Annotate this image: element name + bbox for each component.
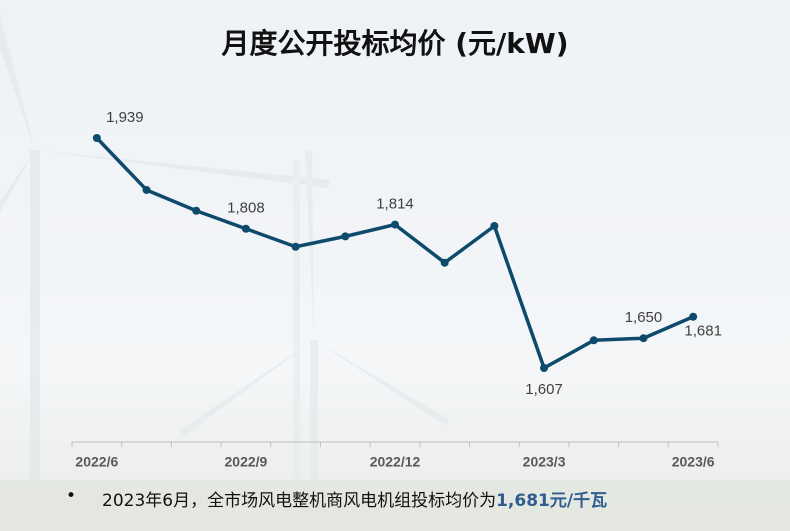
data-point (689, 312, 698, 321)
data-point (540, 364, 549, 372)
data-label: 1,607 (525, 381, 563, 398)
footnote-highlight: 1,681元/千瓦 (496, 491, 608, 511)
x-tick-label: 2022/9 (225, 454, 268, 470)
bullet: • (66, 486, 77, 506)
data-point (589, 336, 598, 345)
data-point (341, 232, 350, 241)
data-point (639, 334, 648, 343)
data-point (92, 134, 101, 142)
footnote-body: 2023年6月，全市场风电整机商风电机组投标均价为 (102, 491, 497, 511)
x-tick-label: 2023/6 (672, 454, 715, 470)
data-point (291, 242, 300, 251)
data-label: 1,681 (684, 323, 722, 340)
data-point (142, 185, 151, 194)
x-tick-label: 2022/12 (370, 454, 421, 470)
data-point (192, 206, 201, 215)
data-point (391, 220, 399, 229)
data-point (490, 221, 499, 230)
data-label: 1,939 (106, 109, 144, 126)
data-point (241, 224, 250, 233)
chart-title: 月度公开投标均价 (元/kW) (220, 27, 568, 60)
turbines (0, 15, 790, 531)
data-label: 1,808 (227, 200, 265, 217)
x-tick-label: 2022/6 (75, 454, 118, 470)
data-point (440, 258, 449, 267)
footnote-text: 2023年6月，全市场风电整机商风电机组投标均价为1,681元/千瓦 (102, 486, 607, 511)
data-label: 1,650 (625, 309, 663, 326)
data-label: 1,814 (376, 196, 414, 213)
x-tick-label: 2023/3 (523, 454, 566, 470)
